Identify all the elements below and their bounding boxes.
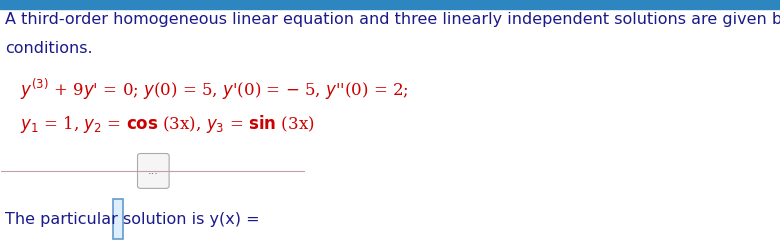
Text: conditions.: conditions. xyxy=(5,41,93,56)
Text: A third-order homogeneous linear equation and three linearly independent solutio: A third-order homogeneous linear equatio… xyxy=(5,12,780,27)
FancyBboxPatch shape xyxy=(137,154,169,188)
FancyBboxPatch shape xyxy=(113,199,123,239)
Text: ...: ... xyxy=(148,166,159,176)
Text: $y_1$ = 1, $y_2$ = $\mathbf{cos}$ (3x), $y_3$ = $\mathbf{sin}$ (3x): $y_1$ = 1, $y_2$ = $\mathbf{cos}$ (3x), … xyxy=(20,113,314,135)
Text: $y^{(3)}$ + 9$y$' = 0; $y$(0) = 5, $y$'(0) = − 5, $y$''(0) = 2;: $y^{(3)}$ + 9$y$' = 0; $y$(0) = 5, $y$'(… xyxy=(20,77,408,102)
Text: The particular solution is y(x) =: The particular solution is y(x) = xyxy=(5,212,260,227)
